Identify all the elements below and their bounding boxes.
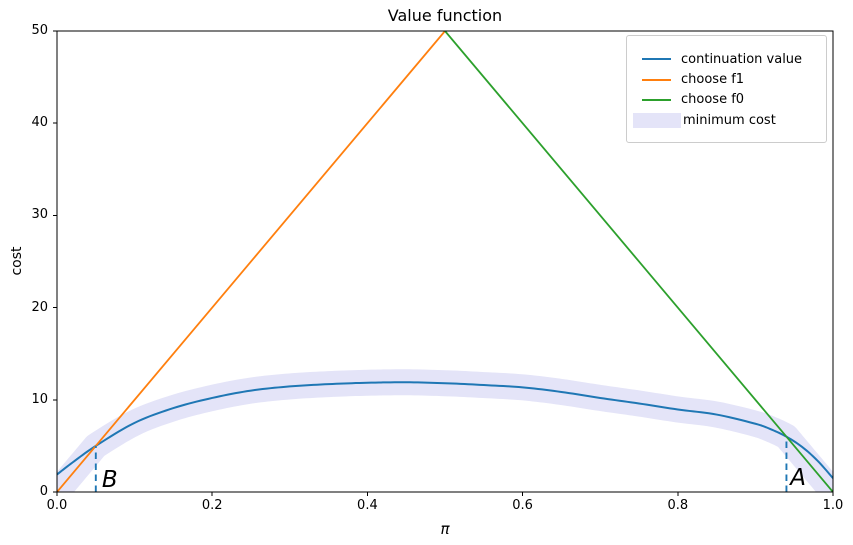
- choose-f1-line-swatch: [642, 78, 671, 81]
- x-tick-label-0.4: 0.4: [357, 498, 378, 513]
- y-tick-label-50: 50: [31, 23, 48, 38]
- x-tick-label-0.8: 0.8: [667, 498, 689, 513]
- threshold-label-A: A: [790, 465, 806, 492]
- legend-item-continuation-value: continuation value: [627, 49, 826, 69]
- axes-spines: [56, 30, 834, 493]
- legend-label: continuation value: [681, 51, 803, 67]
- legend-item-choose-f1: choose f1: [627, 69, 826, 89]
- legend-label: choose f0: [681, 92, 745, 108]
- y-axis-label: cost: [9, 246, 25, 276]
- x-tick-label-0.6: 0.6: [512, 498, 533, 513]
- x-axis-label: π: [440, 520, 450, 538]
- choose-f0-line-swatch: [642, 98, 671, 101]
- x-tick-label-0.0: 0.0: [46, 498, 68, 513]
- series-layer: [57, 31, 833, 492]
- x-tick-label-1.0: 1.0: [822, 498, 844, 513]
- legend-label: minimum cost: [683, 112, 776, 128]
- y-tick-label-40: 40: [31, 115, 48, 131]
- continuation-value-line-swatch: [642, 58, 671, 61]
- legend-item-choose-f0: choose f0: [627, 90, 826, 110]
- threshold-label-B: B: [101, 467, 118, 493]
- chart-title: Value function: [387, 6, 503, 25]
- minimum-cost-patch-swatch: [633, 112, 681, 128]
- choose-f0-line: [444, 31, 833, 492]
- minimum-cost-band: [57, 369, 833, 492]
- choose-f1-line: [57, 31, 446, 492]
- y-tick-label-30: 30: [31, 207, 48, 223]
- legend-box: continuation value choose f1 choose f0 m…: [626, 35, 827, 143]
- continuation-value-line: [57, 381, 833, 479]
- y-tick-label-20: 20: [31, 299, 48, 315]
- tick-marks: [53, 30, 834, 496]
- x-tick-label-0.2: 0.2: [201, 498, 223, 513]
- legend-label: choose f1: [681, 72, 745, 88]
- legend-item-minimum-cost: minimum cost: [627, 110, 826, 130]
- y-tick-label-10: 10: [31, 391, 48, 407]
- y-tick-label-0: 0: [39, 484, 48, 499]
